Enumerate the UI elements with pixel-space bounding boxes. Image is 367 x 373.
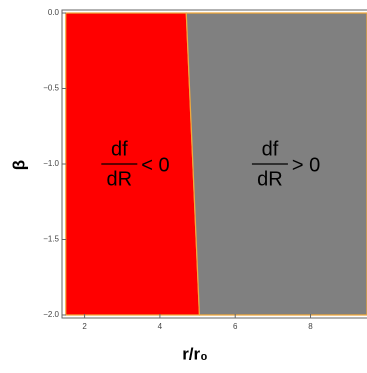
y-axis-label: β (9, 160, 28, 170)
fraction-denominator: dR (257, 168, 283, 190)
y-tick-label: −2.0 (43, 310, 59, 319)
fraction-numerator: df (111, 138, 128, 160)
x-tick-label: 6 (233, 322, 238, 331)
x-tick-label: 8 (308, 322, 313, 331)
y-tick-label: −1.5 (43, 235, 59, 244)
x-tick-label: 2 (82, 322, 87, 331)
relation: > 0 (292, 154, 320, 176)
fraction-numerator: df (262, 138, 279, 160)
y-tick-label: −0.5 (43, 84, 59, 93)
x-axis-label: r/r₀ (182, 344, 208, 363)
y-tick-label: 0.0 (48, 8, 60, 17)
x-tick-label: 4 (158, 322, 163, 331)
relation: < 0 (141, 154, 169, 176)
fraction-denominator: dR (107, 168, 133, 190)
y-tick-label: −1.0 (43, 159, 59, 168)
